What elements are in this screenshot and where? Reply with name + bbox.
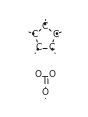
Text: O: O bbox=[42, 88, 49, 97]
Circle shape bbox=[33, 33, 34, 34]
Text: C: C bbox=[48, 43, 54, 52]
Circle shape bbox=[37, 49, 38, 50]
Circle shape bbox=[56, 33, 58, 34]
Text: C: C bbox=[52, 30, 58, 39]
Text: Ti: Ti bbox=[41, 76, 49, 86]
Text: C: C bbox=[42, 22, 48, 31]
Text: O: O bbox=[34, 70, 41, 79]
Circle shape bbox=[45, 23, 46, 25]
Text: C: C bbox=[36, 43, 42, 52]
Text: O: O bbox=[49, 70, 56, 79]
Circle shape bbox=[52, 49, 53, 50]
Text: C: C bbox=[32, 30, 38, 39]
